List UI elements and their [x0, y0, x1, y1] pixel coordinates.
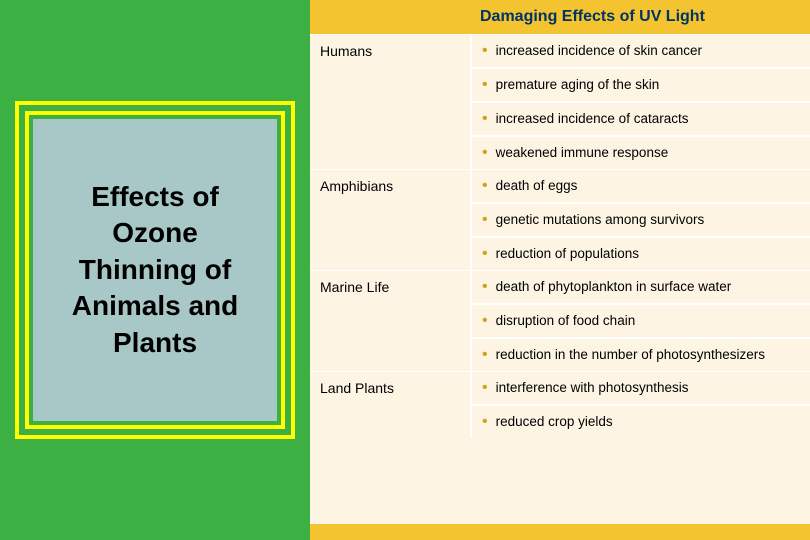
footer-bar: [310, 524, 810, 540]
effect-text: reduced crop yields: [496, 414, 613, 429]
title-frame-inner: Effects of Ozone Thinning of Animals and…: [33, 119, 277, 421]
title-frame-outer: Effects of Ozone Thinning of Animals and…: [15, 101, 295, 439]
bullet-icon: •: [482, 145, 488, 161]
title-line: Effects of: [91, 181, 219, 212]
bullet-icon: •: [482, 77, 488, 93]
effect-text: increased incidence of skin cancer: [496, 43, 702, 58]
bullet-icon: •: [482, 347, 488, 363]
effect-text: interference with photosynthesis: [496, 380, 689, 395]
category-block: Amphibians • death of eggs • genetic mutatio…: [310, 169, 810, 270]
bullet-icon: •: [482, 279, 488, 295]
effects-column: • increased incidence of skin cancer • prem…: [470, 35, 810, 169]
effects-column: • interference with photosynthesis • reduce…: [470, 372, 810, 438]
category-label: Land Plants: [310, 372, 470, 438]
effect-row: • death of phytoplankton in surface water: [470, 271, 810, 305]
category-label: Marine Life: [310, 271, 470, 371]
effect-row: • genetic mutations among survivors: [470, 204, 810, 238]
effect-row: • increased incidence of cataracts: [470, 103, 810, 137]
effect-row: • premature aging of the skin: [470, 69, 810, 103]
bullet-icon: •: [482, 43, 488, 59]
effect-row: • weakened immune response: [470, 137, 810, 169]
effect-text: premature aging of the skin: [496, 77, 660, 92]
effect-row: • disruption of food chain: [470, 305, 810, 339]
effect-row: • interference with photosynthesis: [470, 372, 810, 406]
effect-text: death of phytoplankton in surface water: [496, 279, 732, 294]
title-line: Animals and: [72, 290, 238, 321]
table-title: Damaging Effects of UV Light: [310, 0, 810, 34]
effect-text: death of eggs: [496, 178, 578, 193]
category-label: Amphibians: [310, 170, 470, 270]
effect-text: reduction of populations: [496, 246, 639, 261]
effect-text: reduction in the number of photosynthesi…: [496, 347, 765, 362]
bullet-icon: •: [482, 313, 488, 329]
effect-text: weakened immune response: [496, 145, 669, 160]
bullet-icon: •: [482, 246, 488, 262]
title-line: Thinning of: [79, 254, 231, 285]
category-block: Humans • increased incidence of skin cance…: [310, 34, 810, 169]
title-line: Plants: [113, 327, 197, 358]
effect-text: increased incidence of cataracts: [496, 111, 689, 126]
bullet-icon: •: [482, 212, 488, 228]
effects-column: • death of phytoplankton in surface water…: [470, 271, 810, 371]
right-panel: Damaging Effects of UV Light Humans • incr…: [310, 0, 810, 540]
bullet-icon: •: [482, 414, 488, 430]
effect-row: • reduced crop yields: [470, 406, 810, 438]
effect-text: disruption of food chain: [496, 313, 636, 328]
table-body: Humans • increased incidence of skin cance…: [310, 34, 810, 524]
category-label: Humans: [310, 35, 470, 169]
effect-text: genetic mutations among survivors: [496, 212, 705, 227]
bullet-icon: •: [482, 380, 488, 396]
left-panel: Effects of Ozone Thinning of Animals and…: [0, 0, 310, 540]
category-block: Marine Life • death of phytoplankton in su…: [310, 270, 810, 371]
effect-row: • reduction in the number of photosynthes…: [470, 339, 810, 371]
effects-column: • death of eggs • genetic mutations among s…: [470, 170, 810, 270]
category-block: Land Plants • interference with photosynth…: [310, 371, 810, 438]
title-frame-mid: Effects of Ozone Thinning of Animals and…: [25, 111, 285, 429]
title-line: Ozone: [112, 217, 198, 248]
main-title: Effects of Ozone Thinning of Animals and…: [43, 179, 267, 361]
bullet-icon: •: [482, 111, 488, 127]
bullet-icon: •: [482, 178, 488, 194]
effect-row: • increased incidence of skin cancer: [470, 35, 810, 69]
effect-row: • reduction of populations: [470, 238, 810, 270]
effect-row: • death of eggs: [470, 170, 810, 204]
